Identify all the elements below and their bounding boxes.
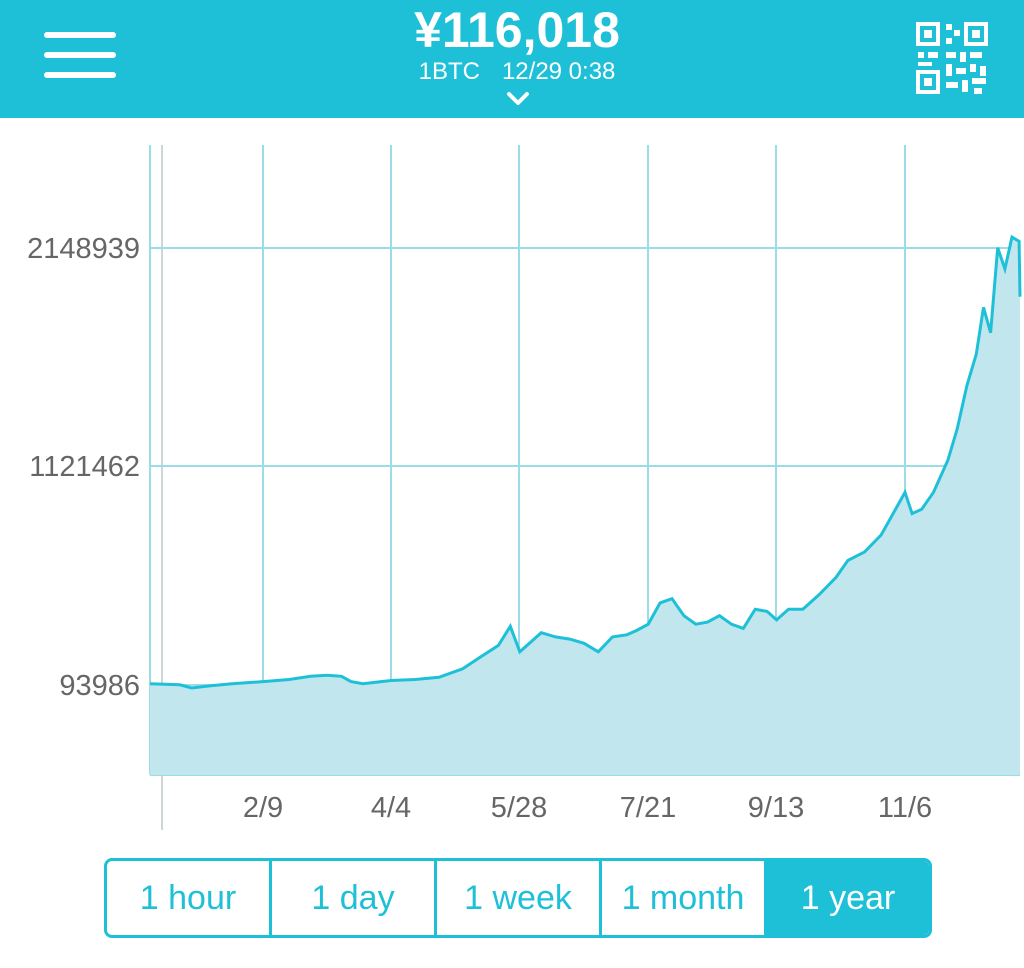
price-timestamp: 12/29 0:38 xyxy=(501,58,616,85)
y-axis-labels: 2148939 1121462 93986 xyxy=(27,233,140,702)
qr-code-icon[interactable] xyxy=(916,22,988,94)
currency-pair: 1BTC xyxy=(418,58,480,85)
x-tick-label: 7/21 xyxy=(620,792,676,824)
tab-1-week[interactable]: 1 week xyxy=(437,861,602,935)
x-tick-label: 4/4 xyxy=(371,792,411,824)
y-tick-label: 1121462 xyxy=(29,451,140,483)
price-subtitle: 1BTC 12/29 0:38 xyxy=(312,58,722,86)
price-area-fill xyxy=(150,237,1020,776)
tab-1-day[interactable]: 1 day xyxy=(272,861,437,935)
price-chart: 2148939 1121462 93986 2/9 4/4 5/28 7/21 9/13 11… xyxy=(27,145,1022,830)
header-bar: ¥116,018 1BTC 12/29 0:38 xyxy=(0,0,1024,118)
x-tick-label: 2/9 xyxy=(243,792,283,824)
range-tabs: 1 hour 1 day 1 week 1 month 1 year xyxy=(104,858,932,938)
chevron-down-icon[interactable] xyxy=(505,90,531,108)
btc-price: ¥116,018 xyxy=(414,2,620,58)
x-tick-label: 11/6 xyxy=(878,792,932,824)
hamburger-menu-icon[interactable] xyxy=(44,32,118,80)
tab-1-year[interactable]: 1 year xyxy=(767,861,929,935)
y-tick-label: 2148939 xyxy=(27,233,140,265)
x-axis-labels: 2/9 4/4 5/28 7/21 9/13 11/6 xyxy=(243,792,932,824)
tab-1-month[interactable]: 1 month xyxy=(602,861,767,935)
x-tick-label: 5/28 xyxy=(491,792,547,824)
y-tick-label: 93986 xyxy=(59,670,140,702)
x-tick-label: 9/13 xyxy=(748,792,804,824)
tab-1-hour[interactable]: 1 hour xyxy=(107,861,272,935)
price-line xyxy=(149,234,1022,690)
